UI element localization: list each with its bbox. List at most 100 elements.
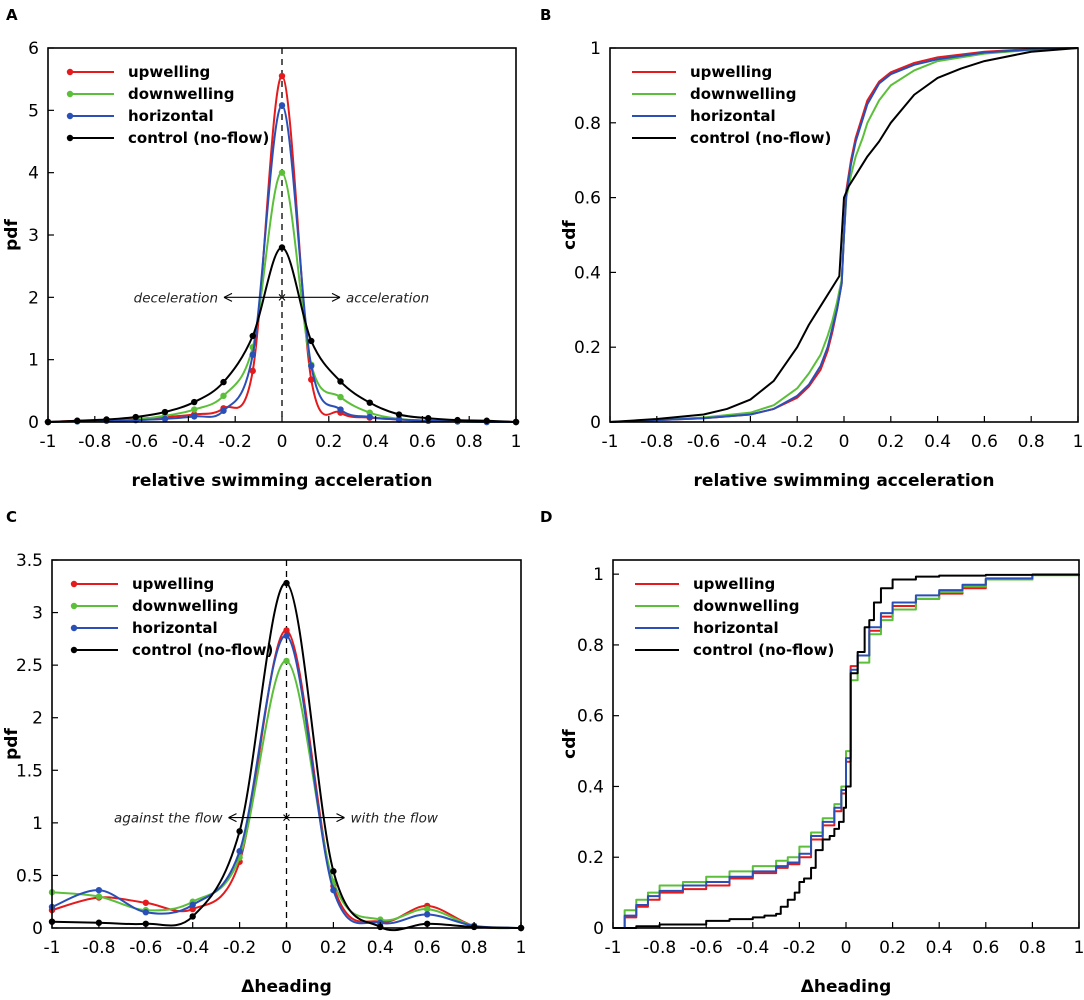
legend-label-control: control (no-flow) bbox=[690, 129, 831, 147]
data-point-horizontal bbox=[191, 413, 198, 420]
panel-c: C -1 -0.8 -0.6 -0.4 -0.2 0 0.2 0.4 0.6 0.8 1 0 0.5 1 1.… bbox=[2, 508, 526, 997]
legend-label-downwelling: downwelling bbox=[132, 597, 238, 615]
data-point-horizontal bbox=[236, 848, 243, 855]
x-tick-label: 1 bbox=[1074, 938, 1084, 958]
x-axis-title: Δheading bbox=[241, 977, 332, 997]
data-point-horizontal bbox=[424, 911, 431, 918]
y-tick-label: 3 bbox=[28, 226, 39, 246]
x-tick-label: -0.8 bbox=[82, 938, 115, 958]
data-point-downwelling bbox=[283, 657, 290, 665]
y-axis-title: pdf bbox=[2, 728, 22, 760]
data-point-horizontal bbox=[283, 632, 290, 639]
data-point-horizontal bbox=[308, 362, 315, 370]
data-point-upwelling bbox=[308, 376, 315, 383]
data-point-downwelling bbox=[337, 393, 344, 401]
x-tick-label: 0 bbox=[277, 432, 288, 452]
y-tick-label: 0.8 bbox=[574, 114, 601, 134]
x-tick-label: -1 bbox=[602, 432, 619, 452]
legend: upwelling downwelling horizontal control (n… bbox=[635, 575, 834, 659]
data-point-control bbox=[236, 828, 243, 835]
y-tick-label: 2.5 bbox=[16, 656, 43, 676]
annotation-left-label: against the flow bbox=[114, 811, 223, 827]
y-tick-label: 4 bbox=[28, 164, 39, 184]
x-tick-label: -0.4 bbox=[734, 432, 767, 452]
x-axis-title: Δheading bbox=[801, 977, 892, 997]
x-tick-label: -0.2 bbox=[223, 938, 256, 958]
legend-marker-downwelling bbox=[66, 90, 74, 98]
y-tick-label: 2 bbox=[32, 709, 43, 729]
x-tick-label: 0.8 bbox=[1019, 938, 1046, 958]
x-tick-label: -0.4 bbox=[172, 432, 205, 452]
x-tick-label: 0.2 bbox=[877, 432, 904, 452]
data-point-control bbox=[132, 413, 139, 421]
y-tick-label: 2 bbox=[28, 288, 39, 308]
y-tick-label: 5 bbox=[28, 101, 39, 121]
legend-label-horizontal: horizontal bbox=[693, 619, 779, 637]
x-axis-title: relative swimming acceleration bbox=[132, 471, 433, 491]
y-axis-title: pdf bbox=[2, 219, 22, 251]
data-point-downwelling bbox=[424, 905, 431, 913]
data-point-horizontal bbox=[249, 351, 256, 358]
y-tick-label: 1 bbox=[593, 565, 604, 585]
legend: upwelling downwelling horizontal control (n… bbox=[632, 63, 831, 147]
data-point-control bbox=[395, 411, 403, 418]
x-axis-title: relative swimming acceleration bbox=[694, 471, 995, 491]
panel-letter: D bbox=[540, 508, 552, 526]
x-tick-label: 0 bbox=[841, 938, 852, 958]
x-tick-label: -0.2 bbox=[219, 432, 252, 452]
y-tick-label: 0.2 bbox=[574, 338, 601, 358]
data-point-control bbox=[220, 378, 227, 386]
y-tick-label: 1 bbox=[28, 351, 39, 371]
data-point-control bbox=[278, 244, 286, 251]
y-tick-label: 0.2 bbox=[577, 848, 604, 868]
data-point-horizontal bbox=[366, 413, 373, 421]
arrowhead-right bbox=[331, 292, 341, 302]
series-line-downwelling bbox=[613, 574, 1080, 929]
x-tick-label: -0.4 bbox=[176, 938, 209, 958]
data-point-upwelling bbox=[278, 72, 286, 80]
x-tick-label: -0.8 bbox=[643, 938, 676, 958]
legend: upwelling downwelling horizontal control (n… bbox=[70, 575, 273, 659]
y-tick-label: 3 bbox=[32, 604, 43, 624]
legend-label-control: control (no-flow) bbox=[128, 129, 269, 147]
annotation-right-label: with the flow bbox=[351, 811, 439, 827]
y-axis-title: cdf bbox=[560, 220, 580, 250]
plot-frame bbox=[612, 559, 1080, 929]
legend-marker-upwelling bbox=[66, 68, 74, 76]
legend-marker-horizontal bbox=[70, 624, 78, 632]
panel-d: D -1 -0.8 -0.6 -0.4 -0.2 0 0.2 0.4 0.6 0.8 1 0 0.2 0.4… bbox=[540, 508, 1084, 997]
data-point-control bbox=[330, 868, 337, 875]
y-tick-label: 0.6 bbox=[577, 707, 604, 727]
x-tick-label: 0.2 bbox=[879, 938, 906, 958]
legend-label-upwelling: upwelling bbox=[693, 575, 775, 593]
data-point-horizontal bbox=[278, 102, 286, 109]
data-point-control bbox=[425, 415, 432, 422]
annotation-left-label: deceleration bbox=[134, 290, 218, 306]
panel-letter: B bbox=[540, 6, 551, 24]
panel-a: A -1 -0.8 -0.6 -0.4 -0.2 0 0.2 0.4 0.6 0.8 1 0 1 2 3 4 5 6… bbox=[2, 6, 521, 491]
y-tick-label: 0.6 bbox=[574, 189, 601, 209]
x-tick-label: 1 bbox=[1073, 432, 1084, 452]
data-point-downwelling bbox=[95, 893, 103, 900]
cross-mark bbox=[283, 814, 290, 821]
legend-label-control: control (no-flow) bbox=[132, 641, 273, 659]
x-tick-label: -0.2 bbox=[783, 938, 816, 958]
data-point-downwelling bbox=[191, 406, 198, 413]
data-point-upwelling bbox=[249, 367, 256, 375]
arrowhead-right bbox=[336, 813, 345, 823]
panel-letter: C bbox=[6, 508, 17, 526]
x-tick-label: 1 bbox=[516, 938, 527, 958]
series-line-control bbox=[613, 573, 1080, 929]
data-point-horizontal bbox=[395, 416, 403, 423]
x-tick-label: 1 bbox=[511, 432, 522, 452]
legend-marker-downwelling bbox=[70, 602, 78, 610]
data-point-horizontal bbox=[189, 901, 196, 909]
x-tick-label: 0.6 bbox=[409, 432, 436, 452]
x-tick-label: -0.6 bbox=[690, 938, 723, 958]
y-tick-label: 1 bbox=[32, 814, 43, 834]
y-tick-label: 0.8 bbox=[577, 636, 604, 656]
annotation-arrows: deceleration acceleration bbox=[134, 290, 430, 306]
x-tick-label: 0.8 bbox=[461, 938, 488, 958]
data-point-control bbox=[191, 398, 198, 406]
y-tick-label: 0.4 bbox=[574, 263, 601, 283]
